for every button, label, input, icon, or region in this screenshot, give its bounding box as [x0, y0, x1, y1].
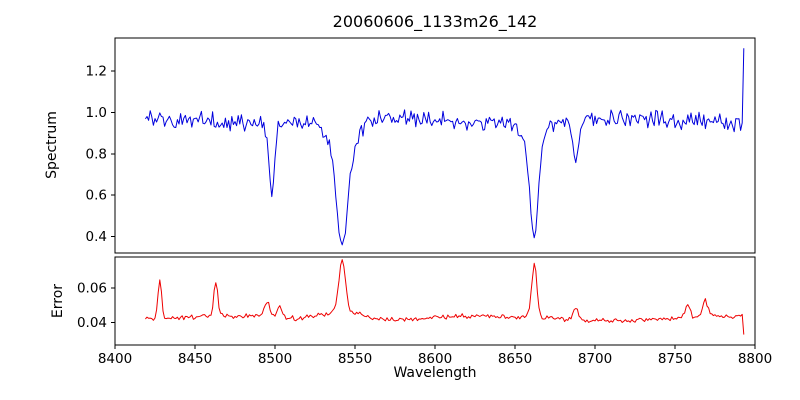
x-tick-label: 8800 — [738, 351, 772, 367]
x-tick-label: 8500 — [258, 351, 292, 367]
spectrum-y-tick-label: 0.8 — [86, 146, 107, 162]
x-tick-label: 8400 — [98, 351, 132, 367]
error-y-tick-label: 0.04 — [77, 315, 107, 331]
spectrum-y-tick-label: 1.2 — [86, 64, 107, 80]
spectrum-line — [144, 48, 745, 246]
x-tick-label: 8450 — [178, 351, 212, 367]
spectrum-y-tick-label: 0.6 — [86, 188, 107, 204]
x-tick-label: 8600 — [418, 351, 452, 367]
spectrum-y-tick-label: 0.4 — [86, 229, 107, 245]
chart-title: 20060606_1133m26_142 — [332, 12, 538, 31]
x-tick-label: 8700 — [578, 351, 612, 367]
x-tick-label: 8550 — [338, 351, 372, 367]
error-y-tick-label: 0.06 — [77, 281, 107, 297]
x-tick-label: 8650 — [498, 351, 532, 367]
spectrum-y-tick-label: 1.0 — [86, 105, 107, 121]
spectrum-panel-frame — [114, 37, 756, 254]
error-panel-frame — [114, 256, 756, 346]
error-line — [145, 259, 745, 335]
x-tick-label: 8750 — [658, 351, 692, 367]
x-axis-label: Wavelength — [393, 365, 477, 381]
